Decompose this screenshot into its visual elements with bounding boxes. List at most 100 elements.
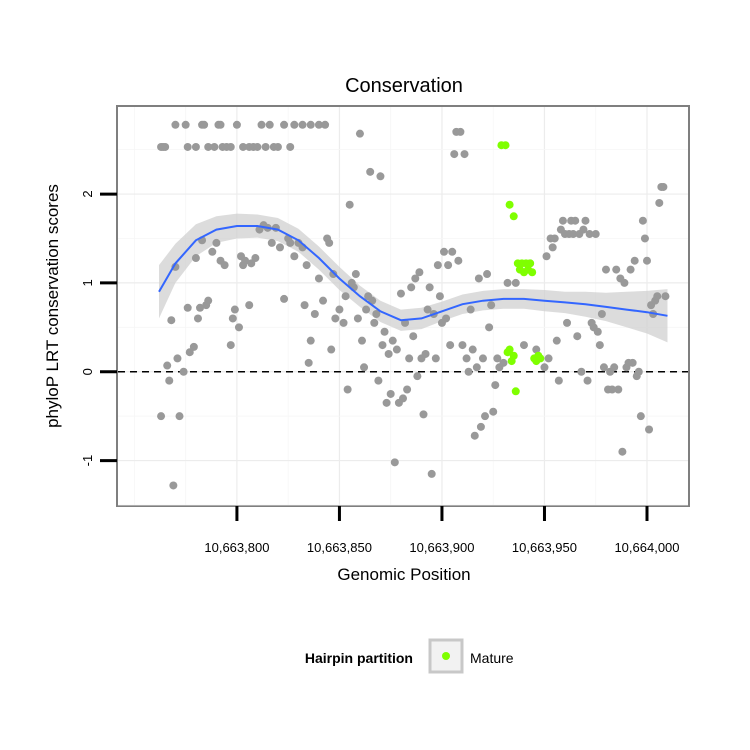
data-point (454, 256, 463, 265)
legend: Hairpin partition Mature (305, 638, 514, 674)
data-point (200, 120, 209, 129)
data-point (626, 265, 635, 274)
data-point (608, 385, 617, 394)
data-point (487, 301, 496, 310)
data-point (634, 367, 643, 376)
data-point (171, 120, 180, 129)
data-point (642, 256, 651, 265)
data-point (548, 243, 557, 252)
data-point (314, 274, 323, 283)
data-point (310, 309, 319, 318)
y-tick-label: 1 (80, 279, 95, 286)
data-point (489, 407, 498, 416)
data-point (448, 247, 457, 256)
data-point (280, 294, 289, 303)
data-point (421, 349, 430, 358)
x-tick-label: 10,663,800 (204, 540, 269, 555)
data-point (464, 367, 473, 376)
data-point (413, 372, 422, 381)
data-point (210, 142, 219, 151)
data-point (251, 254, 260, 263)
y-axis: -1 0 1 2 (80, 190, 117, 466)
data-point (583, 376, 592, 385)
data-point (226, 142, 235, 151)
data-point (440, 247, 449, 256)
data-point (392, 345, 401, 354)
data-point (179, 367, 188, 376)
data-point (353, 314, 362, 323)
data-point (519, 341, 528, 350)
data-point (241, 256, 250, 265)
data-point (275, 243, 284, 252)
data-point (405, 354, 414, 363)
data-point (409, 332, 418, 341)
data-point (290, 120, 299, 129)
data-point (415, 268, 424, 277)
data-point (456, 127, 465, 136)
legend-key-mature (442, 652, 450, 660)
data-point (493, 354, 502, 363)
data-point (470, 431, 479, 440)
data-point (298, 120, 307, 129)
x-axis-label: Genomic Position (337, 565, 470, 584)
mature-point (505, 345, 514, 354)
data-point (265, 120, 274, 129)
data-point (189, 342, 198, 351)
data-point (396, 289, 405, 298)
data-point (591, 230, 600, 239)
data-point (196, 303, 205, 312)
data-point (321, 120, 330, 129)
smooth-line-layer (158, 225, 668, 322)
data-point (239, 142, 248, 151)
data-point (423, 305, 432, 314)
legend-label-mature: Mature (470, 650, 514, 666)
data-point (655, 198, 664, 207)
data-point (345, 200, 354, 209)
data-point (630, 256, 639, 265)
data-point (558, 216, 567, 225)
mature-points-layer (497, 141, 545, 396)
data-point (343, 385, 352, 394)
data-point (542, 252, 551, 261)
data-point (329, 270, 338, 279)
data-point (431, 354, 440, 363)
data-point (511, 278, 520, 287)
data-point (216, 120, 225, 129)
mature-point (511, 387, 520, 396)
data-point (234, 323, 243, 332)
data-point (612, 265, 621, 274)
data-point (261, 142, 270, 151)
confidence-ribbon (159, 213, 668, 343)
x-tick-label: 10,663,850 (307, 540, 372, 555)
data-point (399, 394, 407, 403)
data-point (183, 303, 192, 312)
data-point (411, 274, 420, 283)
data-point (640, 234, 649, 243)
data-point (659, 182, 668, 191)
data-point (204, 296, 213, 305)
smooth-line (158, 225, 668, 322)
data-point (378, 341, 387, 350)
data-point (554, 376, 563, 385)
data-point (181, 120, 190, 129)
data-point (273, 142, 282, 151)
data-point (355, 129, 364, 138)
data-point (450, 150, 459, 159)
data-point (540, 363, 549, 372)
data-point (204, 142, 213, 151)
data-point (386, 389, 395, 398)
mature-point (528, 268, 537, 277)
y-axis-label: phyloP LRT conservation scores (43, 184, 62, 428)
data-point (300, 301, 309, 310)
data-point (499, 358, 508, 367)
data-point (327, 345, 336, 354)
data-point (163, 361, 172, 370)
data-point (208, 247, 217, 256)
data-point (571, 216, 580, 225)
data-point (376, 172, 385, 181)
data-point (267, 238, 276, 247)
data-point (212, 238, 221, 247)
data-point (357, 336, 366, 345)
data-point (167, 316, 176, 325)
data-point (286, 142, 295, 151)
